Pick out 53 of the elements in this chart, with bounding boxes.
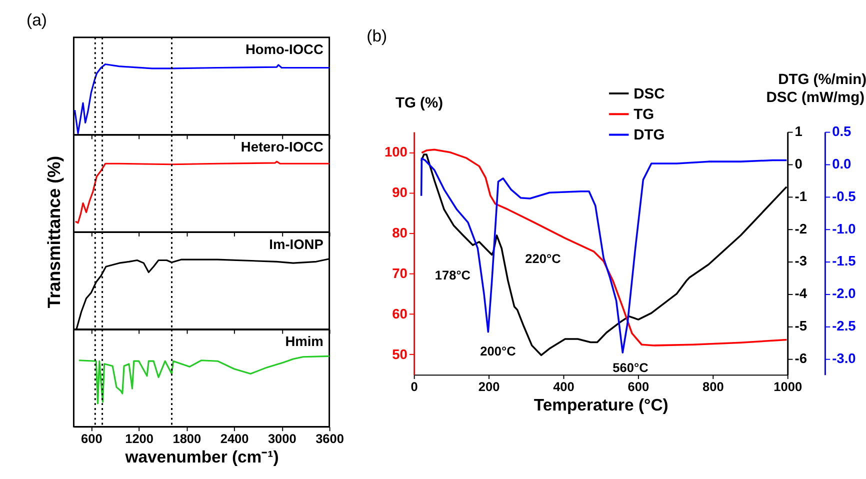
series-label: Hmim [285,334,324,350]
x-tick-label: 0 [410,378,418,394]
x-tick-label: 1000 [774,378,802,394]
annotation: 560°C [612,360,648,375]
x-tick-label: 200 [478,378,500,394]
text: (a) [26,10,47,30]
x-tick-label: 600 [628,378,650,394]
x-tick-label: 3000 [268,430,296,446]
annotation: 220°C [525,251,561,266]
x-tick-label: 3600 [316,430,344,446]
series-label: Im-IONP [269,236,324,252]
y3-tick-label: -0.5 [832,188,856,204]
y2-tick-label: -2 [794,221,808,236]
y2-tick-label: -3 [794,254,808,269]
x-tick-label: 400 [553,378,574,394]
y-tick-label: 80 [392,225,408,240]
y3-tick-label: -3.0 [832,350,856,366]
series-label: Homo-IOCC [245,42,324,58]
y2-tick-label: 0 [794,156,803,172]
y3-tick-label: 0.5 [832,124,852,140]
y-axis-title: TG (%) [395,96,444,112]
annotation: 178°C [434,268,471,283]
x-tick-label: 2400 [220,430,249,446]
y-tick-label: 90 [392,184,408,200]
x-tick-label: 600 [81,430,102,446]
y-tick-label: 50 [392,346,408,362]
y3-tick-label: 0.0 [832,156,852,172]
x-tick-label: 800 [702,378,724,394]
y2-tick-label: -1 [794,188,808,204]
y2-tick-label: 1 [794,124,803,140]
y3-axis-title: DTG (%/min) [778,72,866,88]
x-axis-title: Temperature (°C) [534,395,668,414]
x-tick-label: 1800 [172,430,202,446]
legend-label: TG [634,107,654,124]
y-axis-title: Transmittance (%) [44,156,64,308]
text: (b) [366,26,388,46]
x-tick-label: 1200 [125,430,154,446]
y2-tick-label: -6 [794,350,808,366]
y2-tick-label: -5 [794,318,808,334]
y3-tick-label: -2.0 [832,286,856,302]
y-tick-label: 70 [392,266,408,281]
y3-tick-label: -2.5 [832,318,856,334]
y3-tick-label: -1.5 [832,254,856,269]
y-tick-label: 60 [392,306,408,322]
legend-label: DSC [634,86,666,102]
y2-axis-title: DSC (mW/mg) [766,90,865,106]
y2-tick-label: -4 [794,286,808,302]
x-axis-title: wavenumber (cm⁻¹) [124,448,279,467]
annotation: 200°C [480,343,516,358]
legend-label: DTG [634,128,665,144]
y-tick-label: 100 [384,144,408,160]
series-label: Hetero-IOCC [240,139,324,154]
y3-tick-label: -1.0 [832,221,856,236]
